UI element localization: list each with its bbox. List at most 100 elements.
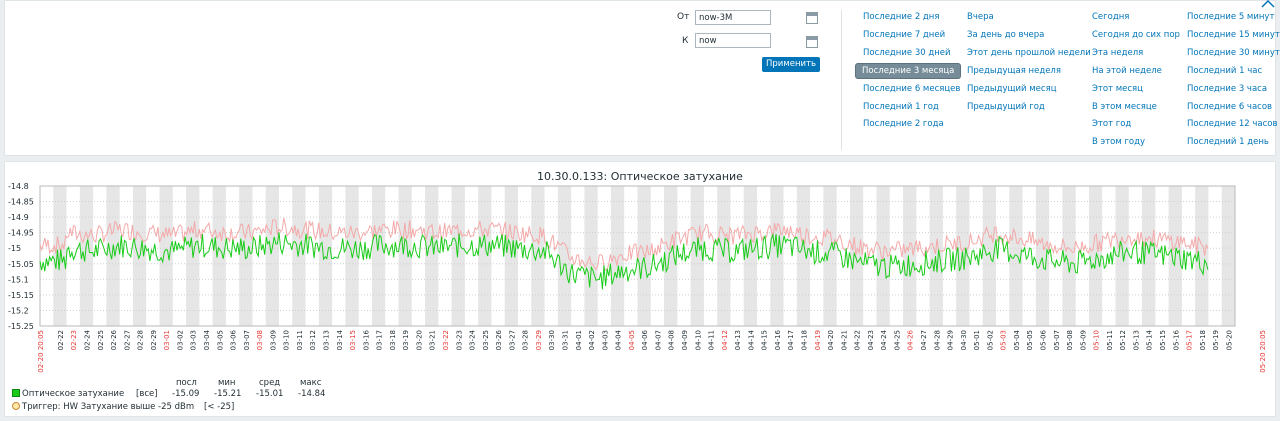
- x-tick-label: 04-12: [721, 330, 729, 350]
- quick-range-link[interactable]: Сегодня до сих пор: [1092, 29, 1180, 40]
- day-stripe: [1035, 186, 1050, 326]
- x-tick-label: 03-28: [522, 330, 530, 350]
- day-stripe: [823, 186, 837, 326]
- quick-range-link[interactable]: Последний 1 год: [863, 101, 939, 112]
- x-tick-label: 03-06: [230, 329, 238, 350]
- day-stripe: [79, 186, 94, 326]
- x-tick-label: 04-08: [668, 330, 676, 350]
- x-tick-label: 03-31: [561, 330, 569, 350]
- quick-range-link[interactable]: В этом месяце: [1092, 101, 1157, 112]
- x-tick-label: 05-05: [1026, 330, 1034, 350]
- legend-header-min: мин: [218, 378, 236, 388]
- quick-range-link[interactable]: Последние 30 минут: [1187, 47, 1280, 58]
- legend-header-max: макс: [300, 378, 322, 388]
- x-tick-label: 03-03: [190, 330, 198, 350]
- y-tick-label: -15.05: [8, 260, 34, 269]
- quick-range-link[interactable]: Предыдущий месяц: [967, 83, 1057, 94]
- x-tick-label: 02-25: [97, 330, 105, 350]
- from-input[interactable]: [695, 10, 771, 25]
- to-input[interactable]: [695, 33, 771, 48]
- day-stripe: [398, 186, 412, 326]
- quick-range-link[interactable]: За день до вчера: [967, 29, 1045, 40]
- quick-range-link[interactable]: Этот день прошлой недели: [967, 47, 1091, 58]
- x-tick-label: 04-22: [854, 330, 862, 350]
- quick-range-link[interactable]: Предыдущий год: [967, 101, 1045, 112]
- day-stripe: [371, 186, 386, 326]
- x-tick-label: 04-06: [641, 329, 649, 350]
- trigger-value: [< -25]: [204, 402, 235, 412]
- legend-value-avg: -15.01: [256, 389, 284, 399]
- x-tick-label: 04-14: [747, 329, 755, 350]
- plot-frame: [39, 185, 1236, 327]
- x-tick-label: 05-19: [1212, 330, 1220, 350]
- day-stripe: [664, 186, 678, 326]
- legend-series-name: Оптическое затухание: [22, 389, 125, 399]
- x-tick-label: 04-15: [761, 330, 769, 350]
- quick-range-link[interactable]: Последние 2 года: [863, 119, 944, 130]
- quick-range-link[interactable]: Последние 2 дня: [863, 12, 940, 22]
- quick-range-link[interactable]: Эта неделя: [1092, 47, 1144, 58]
- quick-range-link[interactable]: Последний 1 час: [1187, 65, 1263, 76]
- quick-range-link[interactable]: Последние 15 минут: [1187, 29, 1280, 40]
- quick-range-link[interactable]: Последние 3 месяца: [856, 63, 961, 78]
- x-tick-label: 05-01: [973, 330, 981, 350]
- x-tick-label: 03-04: [203, 329, 211, 350]
- from-calendar-icon[interactable]: [806, 12, 818, 24]
- x-tick-label: 03-10: [283, 330, 291, 350]
- x-tick-label: 04-29: [947, 330, 955, 350]
- quick-range-link[interactable]: Последние 6 часов: [1187, 101, 1273, 112]
- quick-range-link[interactable]: Вчера: [967, 12, 994, 22]
- x-tick-label: 05-15: [1159, 330, 1167, 350]
- quick-range-link[interactable]: Последние 30 дней: [863, 47, 951, 58]
- legend-header-avg: сред: [259, 378, 281, 388]
- x-tick-label: 03-14: [336, 329, 344, 350]
- x-tick-label: 03-02: [176, 330, 184, 350]
- x-tick-label: 03-20: [415, 330, 423, 350]
- collapse-icon[interactable]: [1261, 0, 1275, 8]
- legend-header-last: посл: [176, 378, 197, 388]
- day-stripe: [903, 186, 917, 326]
- quick-range-link[interactable]: Этот месяц: [1092, 83, 1143, 94]
- quick-range-link[interactable]: Этот год: [1092, 119, 1132, 130]
- day-stripe: [929, 186, 943, 326]
- quick-range-link[interactable]: Последние 5 минут: [1187, 12, 1275, 22]
- from-label: От: [677, 12, 690, 22]
- x-tick-label: 04-24: [880, 329, 888, 350]
- x-tick-label: 03-16: [362, 329, 370, 350]
- x-tick-label: 05-13: [1132, 330, 1140, 350]
- quick-range-link[interactable]: Последние 3 часа: [1187, 83, 1268, 94]
- quick-range-link[interactable]: На этой неделе: [1092, 65, 1162, 76]
- day-stripe: [531, 186, 545, 326]
- day-stripe: [1195, 186, 1209, 326]
- series-line: [39, 232, 1209, 290]
- to-calendar-icon[interactable]: [806, 36, 818, 48]
- x-tick-label: 04-03: [601, 330, 609, 350]
- quick-range-link[interactable]: Последние 6 месяцев: [863, 83, 961, 94]
- quick-range-link[interactable]: Последние 12 часов: [1187, 119, 1278, 130]
- quick-range-link[interactable]: В этом году: [1092, 137, 1146, 148]
- apply-button[interactable]: Применить: [762, 57, 820, 72]
- x-tick-label: 04-10: [694, 330, 702, 350]
- day-stripe: [159, 186, 173, 326]
- x-tick-label: 05-12: [1119, 330, 1127, 350]
- x-tick-label: 03-05: [216, 330, 224, 350]
- quick-range-link[interactable]: Последний 1 день: [1187, 137, 1269, 148]
- quick-range-link[interactable]: Последние 7 дней: [863, 29, 946, 40]
- day-stripe: [690, 186, 704, 326]
- x-tick-label: 03-21: [429, 330, 437, 350]
- x-tick-label: 04-16: [774, 329, 782, 350]
- x-tick-label: 03-30: [548, 330, 556, 350]
- quick-range-link[interactable]: Предыдущая неделя: [967, 65, 1061, 76]
- x-tick-label: 03-09: [269, 330, 277, 350]
- x-tick-label: 03-29: [535, 330, 543, 350]
- series-color-swatch: [12, 389, 20, 397]
- day-stripe: [239, 186, 253, 326]
- x-tick-label: 05-07: [1053, 330, 1061, 350]
- trigger-label: Триггер: HW Затухание выше -25 dBm: [22, 402, 195, 412]
- day-stripe: [584, 186, 598, 326]
- x-tick-label: 03-19: [402, 330, 410, 350]
- graph-title: 10.30.0.133: Оптическое затухание: [537, 170, 743, 183]
- day-stripe: [982, 186, 996, 326]
- quick-range-link[interactable]: Сегодня: [1092, 12, 1130, 22]
